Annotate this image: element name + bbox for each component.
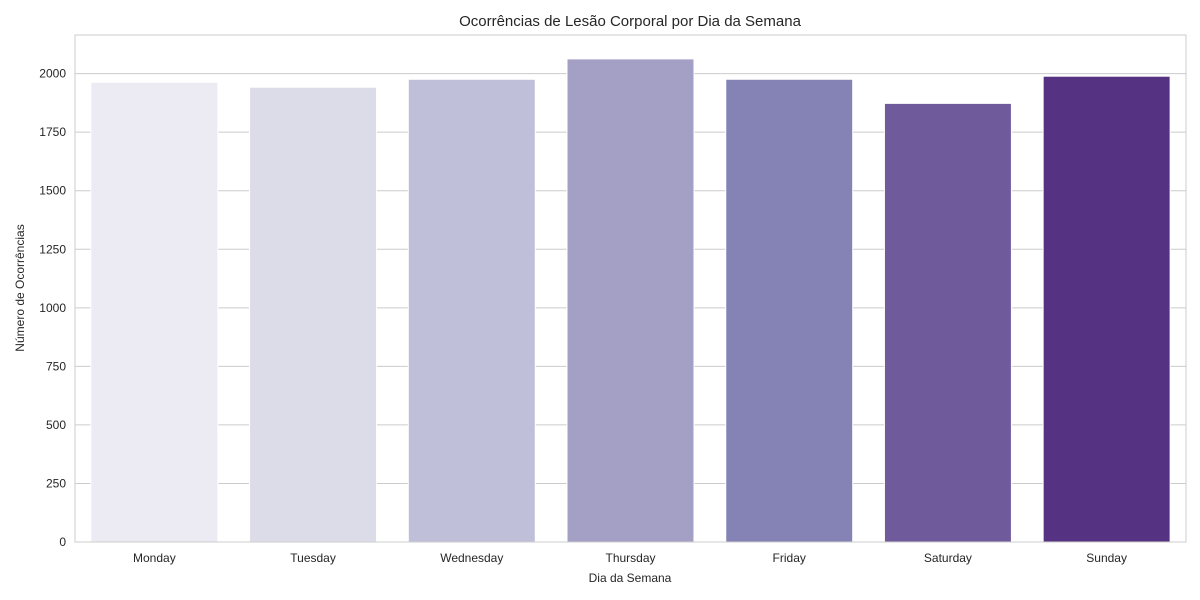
y-tick-label: 1750 [39,125,66,139]
chart-title: Ocorrências de Lesão Corporal por Dia da… [459,13,802,30]
x-axis-label: Dia da Semana [589,571,672,585]
bar-wednesday [407,78,536,543]
y-tick-label: 500 [46,418,66,432]
bar-sunday [1042,75,1171,543]
y-tick-label: 250 [46,476,66,490]
y-tick-label: 750 [46,359,66,373]
bar-monday [90,81,219,543]
x-tick-label: Friday [773,551,806,565]
y-tick-label: 0 [59,535,66,549]
bar-thursday [566,58,695,543]
plot-area-frame [74,34,1187,543]
y-tick-label: 1000 [39,301,66,315]
bar-tuesday [249,86,378,543]
x-tick-label: Monday [133,551,176,565]
bar-friday [725,78,854,543]
y-tick-label: 2000 [39,67,66,81]
x-tick-label: Wednesday [440,551,503,565]
y-tick-label: 1500 [39,184,66,198]
y-tick-label: 1250 [39,242,66,256]
x-tick-label: Thursday [605,551,655,565]
x-axis-ticks: Monday Tuesday Wednesday Thursday Friday Satu… [133,551,1127,565]
x-tick-label: Sunday [1086,551,1127,565]
x-tick-label: Saturday [924,551,972,565]
x-tick-label: Tuesday [290,551,336,565]
bars [90,58,1171,543]
y-axis-label: Número de Ocorrências [13,224,27,351]
y-axis-ticks: 0 250 500 750 1000 1250 1500 1750 2000 [39,67,66,549]
bar-saturday [883,102,1012,543]
